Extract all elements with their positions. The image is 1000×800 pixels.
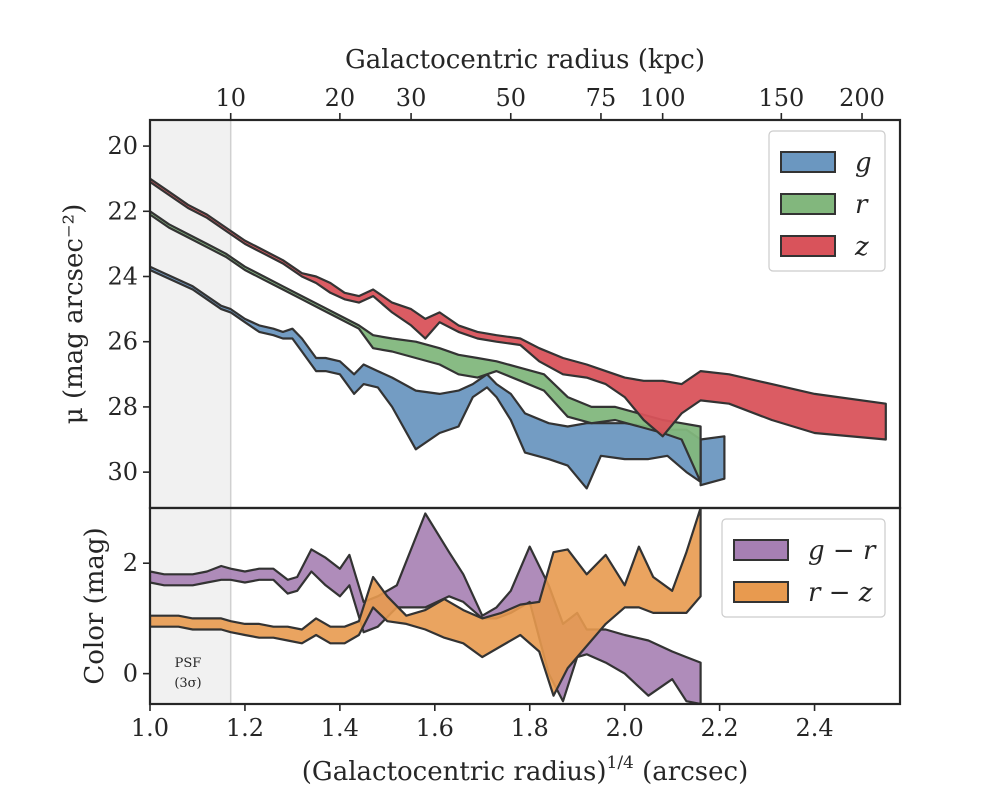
- band-r: [150, 210, 702, 483]
- top-x-tick-label: 200: [839, 84, 885, 112]
- legend-label: r: [855, 190, 869, 220]
- top-axis-title: Galactocentric radius (kpc): [345, 45, 705, 75]
- surface-brightness-panel: 20 22 24 26 28 30 10 20 30 50 75 100 150 200 Galacto…: [59, 45, 902, 510]
- top-x-tick-label: 20: [325, 84, 356, 112]
- top-y-tick-label: 20: [107, 132, 138, 160]
- bottom-y-tick-label: 2: [123, 549, 138, 577]
- bottom-x-ticks: 1.0 1.2 1.4 1.6 1.8 2.0 2.2 2.4: [131, 704, 834, 742]
- bottom-x-tick-label: 2.0: [606, 714, 644, 742]
- color-panel: PSF (3σ) 02 1.0 1.2 1.4 1.6 1.8 2.0 2.2 2.4 Col…: [80, 506, 902, 787]
- top-x-tick-label: 10: [215, 84, 246, 112]
- top-x-tick-label: 150: [758, 84, 804, 112]
- bottom-x-tick-label: 2.4: [795, 714, 833, 742]
- band-g-tail: [699, 435, 726, 487]
- bottom-y-ticks: 02: [123, 549, 150, 688]
- top-x-ticks: 10 20 30 50 75 100 150 200: [215, 84, 885, 120]
- legend-bottom: g − r r − z: [721, 518, 886, 618]
- bottom-x-tick-label: 1.8: [511, 714, 549, 742]
- color-bands: [150, 508, 702, 704]
- bottom-x-tick-label: 1.6: [416, 714, 454, 742]
- top-y-ticks: 20 22 24 26 28 30: [107, 132, 150, 486]
- legend-label: g: [855, 148, 872, 178]
- top-y-tick-label: 26: [107, 328, 138, 356]
- top-x-tick-label: 100: [640, 84, 686, 112]
- psf-label: PSF: [175, 656, 202, 671]
- legend-swatch: [733, 581, 789, 603]
- x-axis-title: (Galactocentric radius)1/4 (arcsec): [302, 753, 748, 787]
- top-x-tick-label: 30: [396, 84, 427, 112]
- legend-swatch: [780, 193, 836, 215]
- band-z: [150, 177, 887, 441]
- top-y-tick-label: 28: [107, 393, 138, 421]
- bottom-x-tick-label: 1.2: [226, 714, 264, 742]
- psf-shaded-region-bottom: [150, 508, 231, 704]
- legend-label: z: [854, 232, 869, 262]
- bottom-x-tick-label: 1.0: [131, 714, 169, 742]
- top-y-tick-label: 24: [107, 263, 138, 291]
- band-r-z: [150, 508, 702, 697]
- legend-swatch: [780, 151, 836, 173]
- bottom-y-tick-label: 0: [123, 660, 138, 688]
- legend-swatch: [733, 539, 789, 561]
- bottom-panel-frame: [148, 506, 902, 706]
- bottom-y-axis-title: Color (mag): [80, 527, 110, 684]
- bottom-x-tick-label: 2.2: [701, 714, 739, 742]
- surface-brightness-bands: [150, 177, 887, 490]
- legend-swatch: [780, 235, 836, 257]
- top-y-tick-label: 30: [107, 458, 138, 486]
- top-y-tick-label: 22: [107, 197, 138, 225]
- legend-label: r − z: [808, 578, 873, 608]
- psf-shaded-region-top: [150, 120, 231, 508]
- bottom-x-tick-label: 1.4: [321, 714, 359, 742]
- top-x-tick-label: 75: [586, 84, 617, 112]
- psf-sublabel: (3σ): [174, 676, 201, 691]
- top-x-tick-label: 50: [495, 84, 526, 112]
- legend-top: grz: [768, 130, 886, 272]
- top-y-axis-title: μ (mag arcsec⁻²): [59, 204, 89, 424]
- legend-label: g − r: [808, 536, 877, 566]
